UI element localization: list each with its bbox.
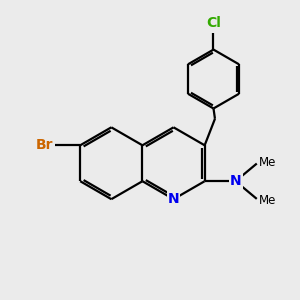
- Text: Me: Me: [259, 194, 277, 207]
- Text: Me: Me: [259, 156, 277, 169]
- Text: N: N: [230, 174, 242, 188]
- Text: Cl: Cl: [206, 16, 221, 31]
- Text: N: N: [168, 192, 179, 206]
- Text: Br: Br: [35, 138, 53, 152]
